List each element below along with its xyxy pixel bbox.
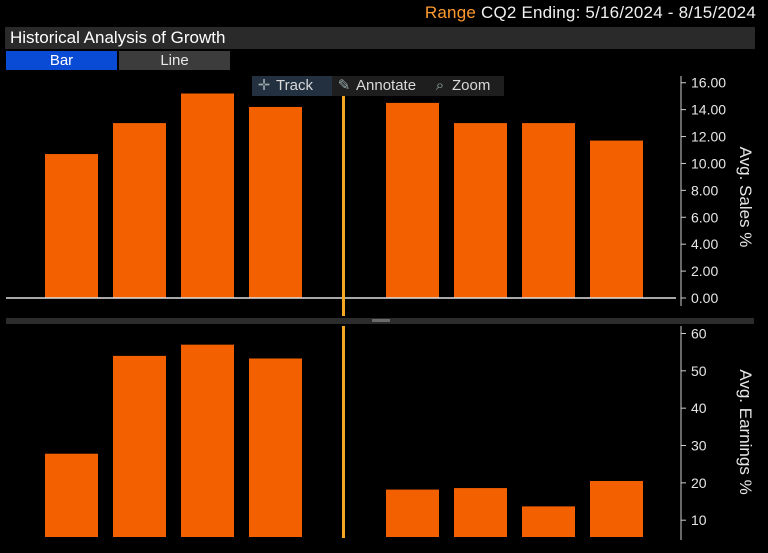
- y-tick-label: 30: [691, 438, 707, 454]
- bar: [454, 123, 507, 298]
- range-value: CQ2 Ending: 5/16/2024 - 8/15/2024: [480, 3, 756, 22]
- bar: [113, 123, 166, 298]
- range-label[interactable]: Range CQ2 Ending: 5/16/2024 - 8/15/2024: [425, 3, 756, 23]
- y-tick-label: 10: [691, 512, 707, 528]
- annotate-button[interactable]: ✎ Annotate: [332, 76, 432, 96]
- track-button[interactable]: ✛ Track: [252, 76, 334, 96]
- y-tick-label: 4.00: [691, 236, 718, 252]
- bar: [181, 344, 234, 537]
- bar: [45, 154, 98, 298]
- track-label: Track: [276, 77, 313, 94]
- bar: [590, 480, 643, 537]
- y-tick-label: 2.00: [691, 263, 718, 279]
- title-bar: Historical Analysis of Growth: [5, 27, 755, 49]
- zoom-button[interactable]: ⌕ Zoom: [428, 76, 504, 96]
- y-tick-label: 40: [691, 400, 707, 416]
- y-tick-label: 16.00: [691, 75, 726, 91]
- bar: [386, 102, 439, 298]
- bar: [249, 106, 302, 298]
- bar: [386, 489, 439, 537]
- y-tick-label: 12.00: [691, 129, 726, 145]
- page-title: Historical Analysis of Growth: [10, 28, 226, 47]
- range-header: Range CQ2 Ending: 5/16/2024 - 8/15/2024: [0, 0, 768, 26]
- y-tick-label: 50: [691, 363, 707, 379]
- bar: [249, 358, 302, 537]
- y-axis-title: Avg. Earnings %: [736, 369, 755, 494]
- panel-divider-grip: [372, 319, 390, 322]
- bar: [590, 140, 643, 298]
- period-separator: [342, 326, 345, 538]
- bottom-pad: [0, 540, 768, 553]
- y-tick-label: 10.00: [691, 155, 726, 171]
- tab-line[interactable]: Line: [119, 51, 230, 70]
- y-tick-label: 6.00: [691, 209, 718, 225]
- magnifier-icon: ⌕: [435, 77, 445, 94]
- y-axis-title: Avg. Sales %: [736, 147, 755, 248]
- annotate-label: Annotate: [356, 77, 417, 94]
- period-separator: [342, 76, 345, 316]
- bar: [522, 123, 575, 298]
- bar: [113, 355, 166, 537]
- bar: [454, 488, 507, 537]
- range-key: Range: [424, 3, 477, 22]
- bar: [181, 93, 234, 298]
- crosshair-icon: ✛: [257, 77, 271, 94]
- y-tick-label: 14.00: [691, 102, 726, 118]
- bar: [45, 453, 98, 537]
- y-tick-label: 8.00: [691, 182, 718, 198]
- pencil-icon: ✎: [337, 77, 351, 94]
- y-tick-label: 20: [691, 475, 707, 491]
- zoom-label: Zoom: [452, 77, 491, 94]
- y-tick-label: 60: [691, 325, 707, 341]
- y-tick-label: 0.00: [691, 290, 718, 306]
- tab-bar[interactable]: Bar: [6, 51, 117, 70]
- bar: [522, 506, 575, 537]
